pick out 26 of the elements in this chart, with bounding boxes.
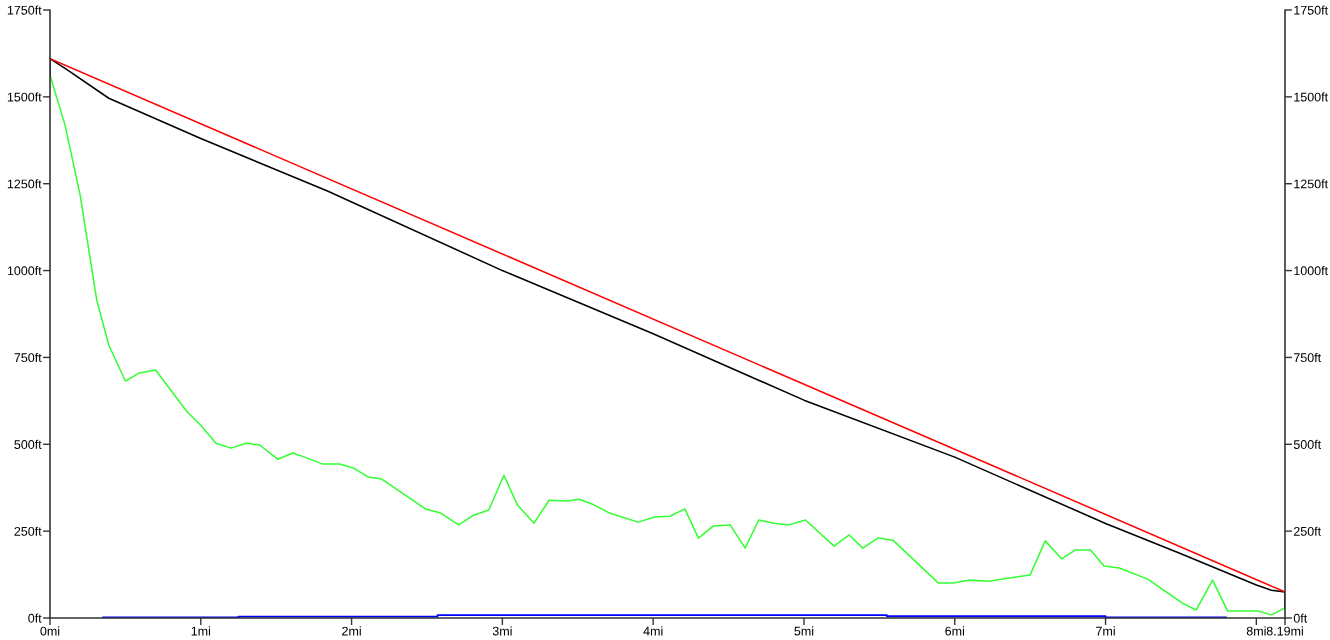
x-tick-label: 3mi [492, 626, 512, 636]
y2-tick-label: 750ft [1293, 352, 1322, 363]
y2-tick-label: 1500ft [1294, 92, 1328, 102]
y-tick-label: 1750ft [7, 5, 42, 15]
y-tick-label: 1250ft [7, 179, 42, 189]
y-tick-label: 1000ft [7, 266, 42, 276]
x-tick-label: 4mi [643, 626, 663, 636]
y-tick-label: 750ft [14, 352, 42, 363]
x-tick-label: 2mi [342, 626, 361, 636]
y2-tick-label: 500ft [1293, 439, 1322, 449]
x-tick-label: 8mi [1246, 626, 1266, 636]
x-tick-label: 0mi [40, 626, 60, 636]
y2-tick-label: 1250ft [1294, 179, 1328, 189]
y-tick-label: 500ft [14, 439, 42, 449]
x-tick-label: 5mi [794, 626, 814, 636]
y2-tick-label: 1000ft [1294, 266, 1328, 276]
y2-tick-label: 1750ft [1294, 5, 1328, 15]
x-tick-label: 8.19mi [1266, 626, 1303, 636]
y2-tick-label: 250ft [1293, 526, 1322, 536]
y2-tick-label: 0ft [1293, 613, 1308, 623]
x-tick-label: 6mi [945, 626, 964, 636]
y-tick-label: 1500ft [7, 92, 42, 102]
y-tick-label: 0ft [28, 613, 42, 623]
x-tick-label: 7mi [1096, 626, 1115, 636]
y-tick-label: 250ft [14, 526, 42, 536]
x-tick-label: 1mi [191, 626, 211, 636]
